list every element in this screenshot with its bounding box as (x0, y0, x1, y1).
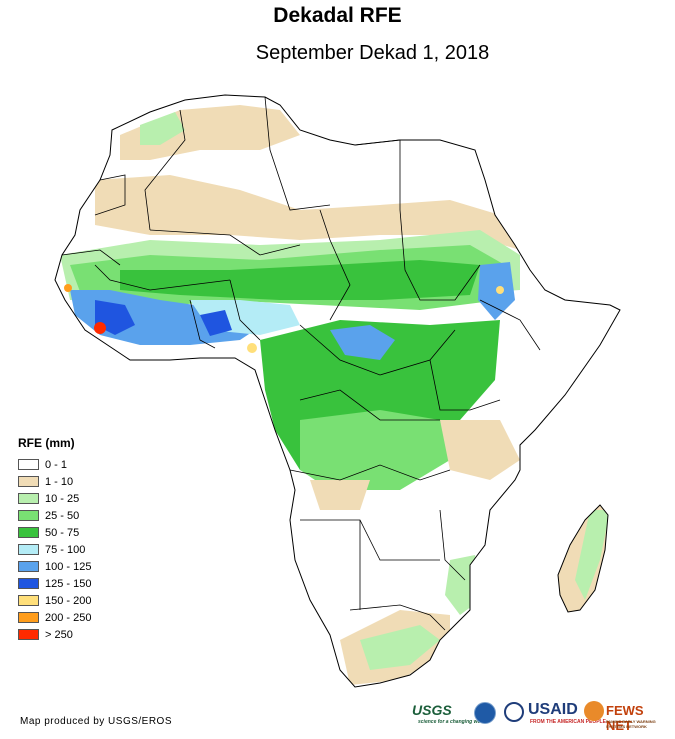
legend-item: 200 - 250 (18, 609, 91, 626)
border-line (429, 359, 501, 411)
legend-label: 10 - 25 (45, 492, 80, 505)
east-africa-light (440, 420, 520, 480)
border-line (149, 229, 301, 256)
legend-item: 0 - 1 (18, 456, 91, 473)
legend-label: 25 - 50 (45, 509, 80, 522)
fews-net-logo: FEWS NET (606, 703, 644, 733)
border-line (94, 264, 231, 291)
legend-swatch (18, 578, 39, 589)
border-line (61, 249, 121, 266)
liberia-heavy-rain-spot (64, 284, 72, 292)
border-line (479, 299, 541, 351)
map-subtitle: September Dekad 1, 2018 (255, 42, 490, 64)
legend-label: 75 - 100 (45, 543, 86, 556)
border-line (299, 324, 456, 376)
maghreb-green (140, 112, 185, 145)
legend-item: 25 - 50 (18, 507, 91, 524)
legend-label: 1 - 10 (45, 475, 74, 488)
border-line (189, 299, 216, 349)
map-title: Dekadal RFE (273, 4, 402, 27)
africa-landmass (55, 95, 620, 687)
madagascar-east-green (575, 510, 608, 600)
cameroon-heavy-rain-spot (247, 343, 257, 353)
border-line (354, 139, 401, 210)
usaid-seal-icon (504, 702, 524, 722)
legend-swatch (18, 561, 39, 572)
legend-item: 100 - 125 (18, 558, 91, 575)
legend-title: RFE (mm) (18, 436, 75, 450)
legend-swatch (18, 510, 39, 521)
usaid-tagline: FROM THE AMERICAN PEOPLE (530, 719, 606, 725)
border-line (349, 604, 446, 631)
border-line (289, 464, 451, 481)
central-africa-heavy (330, 325, 395, 360)
legend-swatch (18, 595, 39, 606)
border-line (299, 389, 440, 421)
legend-item: 75 - 100 (18, 541, 91, 558)
usgs-tagline: science for a changing world (418, 719, 487, 725)
legend-item: 1 - 10 (18, 473, 91, 490)
border-line (94, 174, 126, 216)
continent-outline (54, 94, 621, 688)
noaa-seal-icon (474, 702, 496, 724)
south-central-light (310, 480, 370, 510)
legend-label: 200 - 250 (45, 611, 92, 624)
legend-label: 100 - 125 (45, 560, 92, 573)
legend-swatch (18, 544, 39, 555)
legend-label: 150 - 200 (45, 594, 92, 607)
fews-net-seal-icon (584, 701, 604, 721)
legend-swatch (18, 493, 39, 504)
map-credit: Map produced by USGS/EROS (20, 716, 173, 727)
legend-label: 125 - 150 (45, 577, 92, 590)
south-africa-green (360, 625, 440, 670)
border-line (144, 109, 186, 231)
legend-swatch (18, 476, 39, 487)
partner-logos: USGS science for a changing world USAID … (412, 698, 662, 733)
legend-item: 125 - 150 (18, 575, 91, 592)
legend-swatch (18, 612, 39, 623)
madagascar (557, 504, 609, 613)
legend-item: 10 - 25 (18, 490, 91, 507)
legend-label: > 250 (45, 628, 73, 641)
madagascar-outline (557, 504, 609, 613)
border-line (229, 279, 261, 341)
border-line (439, 509, 466, 581)
guinea-extreme-rain-spot (94, 322, 106, 334)
nigeria-very-heavy (200, 310, 232, 336)
ethiopia-heavy-rain-spot (496, 286, 504, 294)
congo-basin-light (300, 410, 450, 490)
legend-swatch (18, 527, 39, 538)
sahara-light-rain (95, 175, 520, 250)
usgs-logo: USGS (412, 702, 452, 718)
border-line (264, 96, 331, 211)
border-line (300, 519, 440, 561)
country-borders (54, 94, 621, 688)
legend-item: > 250 (18, 626, 91, 643)
legend-label: 50 - 75 (45, 526, 80, 539)
legend-item: 50 - 75 (18, 524, 91, 541)
fews-net-tagline: FAMINE EARLY WARNING SYSTEMS NETWORK (606, 719, 656, 729)
sahel-core (120, 260, 480, 300)
usaid-logo: USAID (528, 701, 578, 718)
legend-swatch (18, 629, 39, 640)
legend-swatch (18, 459, 39, 470)
border-line (319, 209, 351, 321)
legend-item: 150 - 200 (18, 592, 91, 609)
map-legend: RFE (mm) 0 - 1 1 - 10 10 - 25 25 - 50 50… (18, 436, 91, 643)
legend-label: 0 - 1 (45, 458, 68, 471)
border-line (399, 209, 481, 301)
